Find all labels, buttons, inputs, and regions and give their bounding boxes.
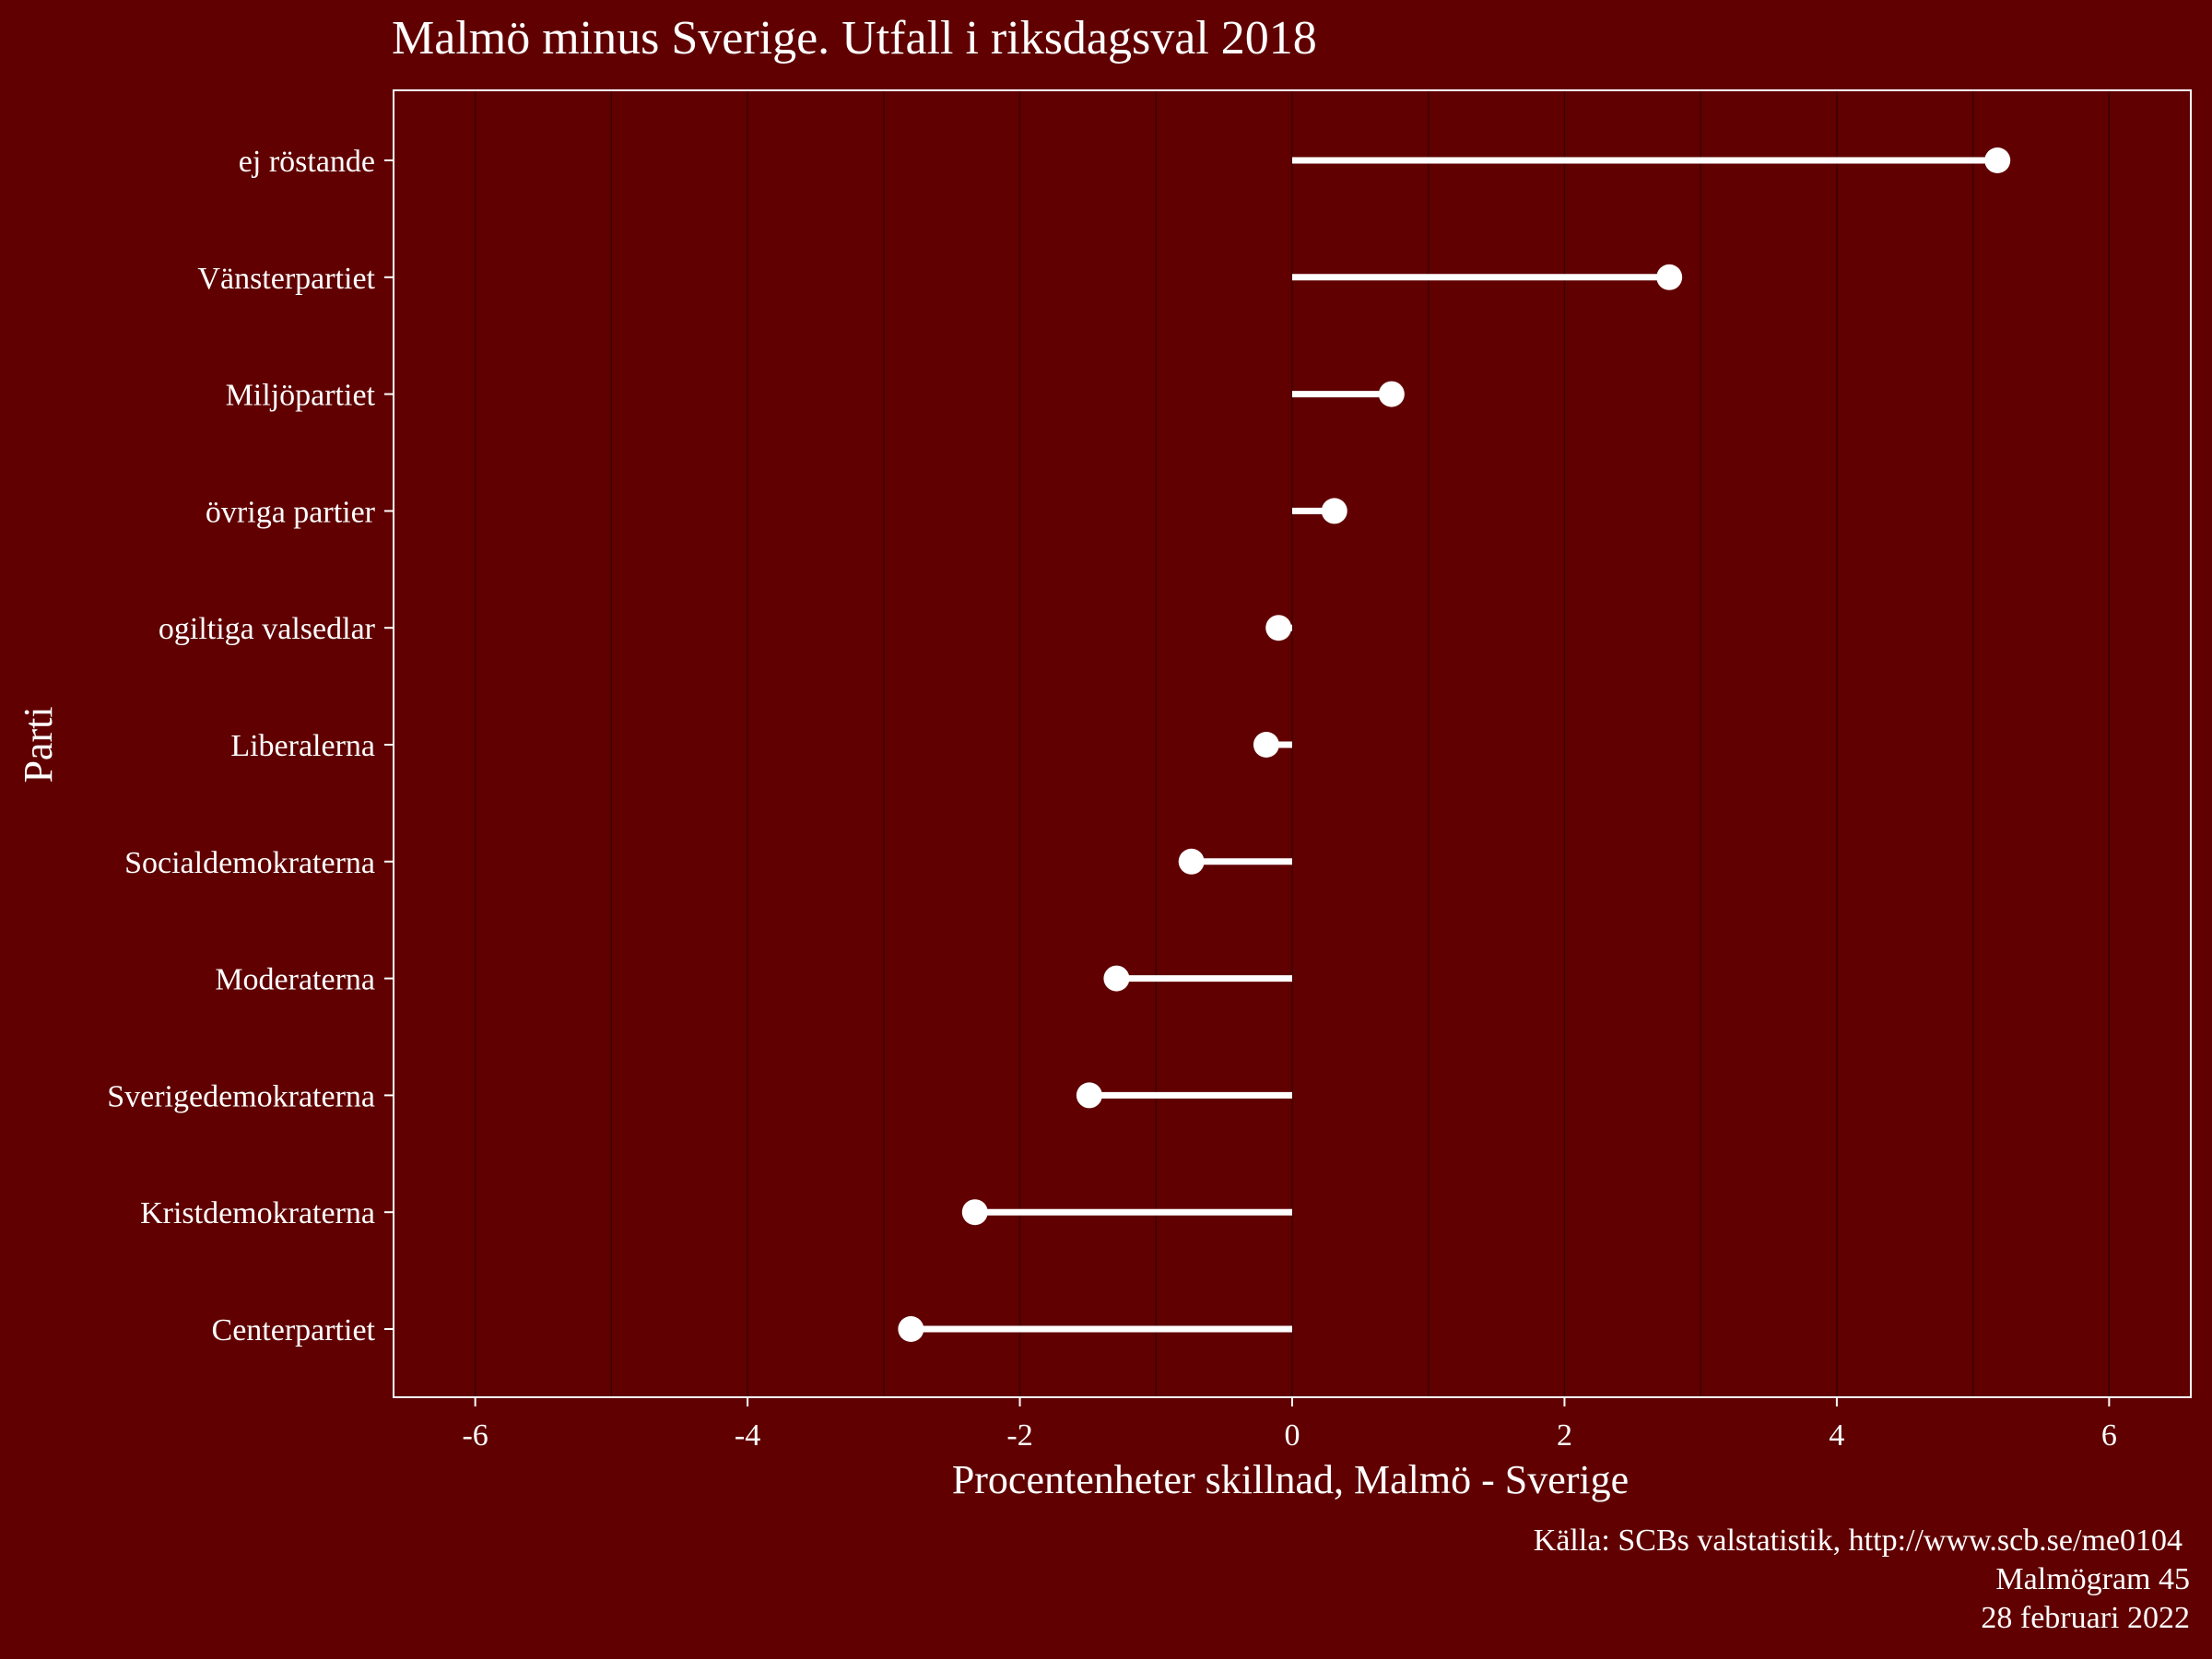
chart-title: Malmö minus Sverige. Utfall i riksdagsva… — [392, 12, 1317, 65]
y-tick-label: Centerpartiet — [212, 1313, 376, 1347]
x-tick-label: 6 — [2101, 1418, 2117, 1453]
y-axis-label: Parti — [16, 706, 61, 782]
lollipop-dots — [898, 147, 2011, 1342]
y-tick-label: Socialdemokraterna — [124, 846, 375, 880]
x-tick-label: -6 — [462, 1418, 488, 1453]
x-axis-label: Procentenheter skillnad, Malmö - Sverige — [952, 1457, 1629, 1502]
y-tick-label: Liberalerna — [230, 729, 375, 763]
lollipop-dot — [1076, 1082, 1102, 1109]
y-tick-label: Miljöpartiet — [226, 379, 376, 413]
x-tick-label: -2 — [1006, 1418, 1032, 1453]
caption-date: 28 februari 2022 — [1981, 1601, 2190, 1635]
y-axis-ticks: ej röstande Vänsterpartiet Miljöpartiet övr… — [107, 145, 394, 1347]
lollipop-dot — [1253, 732, 1279, 758]
y-tick-label: Kristdemokraterna — [140, 1196, 375, 1230]
y-tick-label: Sverigedemokraterna — [107, 1079, 375, 1113]
caption-issue: Malmögram 45 — [1995, 1562, 2190, 1596]
y-tick-label: övriga partier — [206, 495, 376, 529]
x-tick-label: 4 — [1829, 1418, 1844, 1453]
lollipop-dot — [898, 1316, 924, 1342]
lollipop-stems — [911, 157, 1998, 1333]
caption-source: Källa: SCBs valstatistik, http://www.scb… — [1534, 1524, 2183, 1558]
y-tick-label: Moderaterna — [215, 963, 375, 997]
lollipop-dot — [1321, 498, 1347, 524]
lollipop-dot — [1984, 147, 2011, 173]
lollipop-dot — [1265, 615, 1292, 641]
lollipop-dot — [1656, 264, 1683, 290]
x-tick-label: 0 — [1285, 1418, 1300, 1453]
lollipop-dot — [1178, 848, 1205, 875]
grid-lines — [474, 90, 2111, 1397]
y-tick-label: ej röstande — [239, 145, 375, 179]
y-tick-label: Vänsterpartiet — [197, 262, 375, 296]
x-tick-label: 2 — [1557, 1418, 1572, 1453]
x-tick-label: -4 — [735, 1418, 760, 1453]
y-tick-label: ogiltiga valsedlar — [159, 612, 376, 646]
x-axis-ticks: -6 -4 -2 0 2 4 6 — [462, 1397, 2117, 1453]
lollipop-dot — [1103, 965, 1130, 992]
lollipop-dot — [1378, 381, 1405, 407]
lollipop-dot — [961, 1199, 988, 1226]
